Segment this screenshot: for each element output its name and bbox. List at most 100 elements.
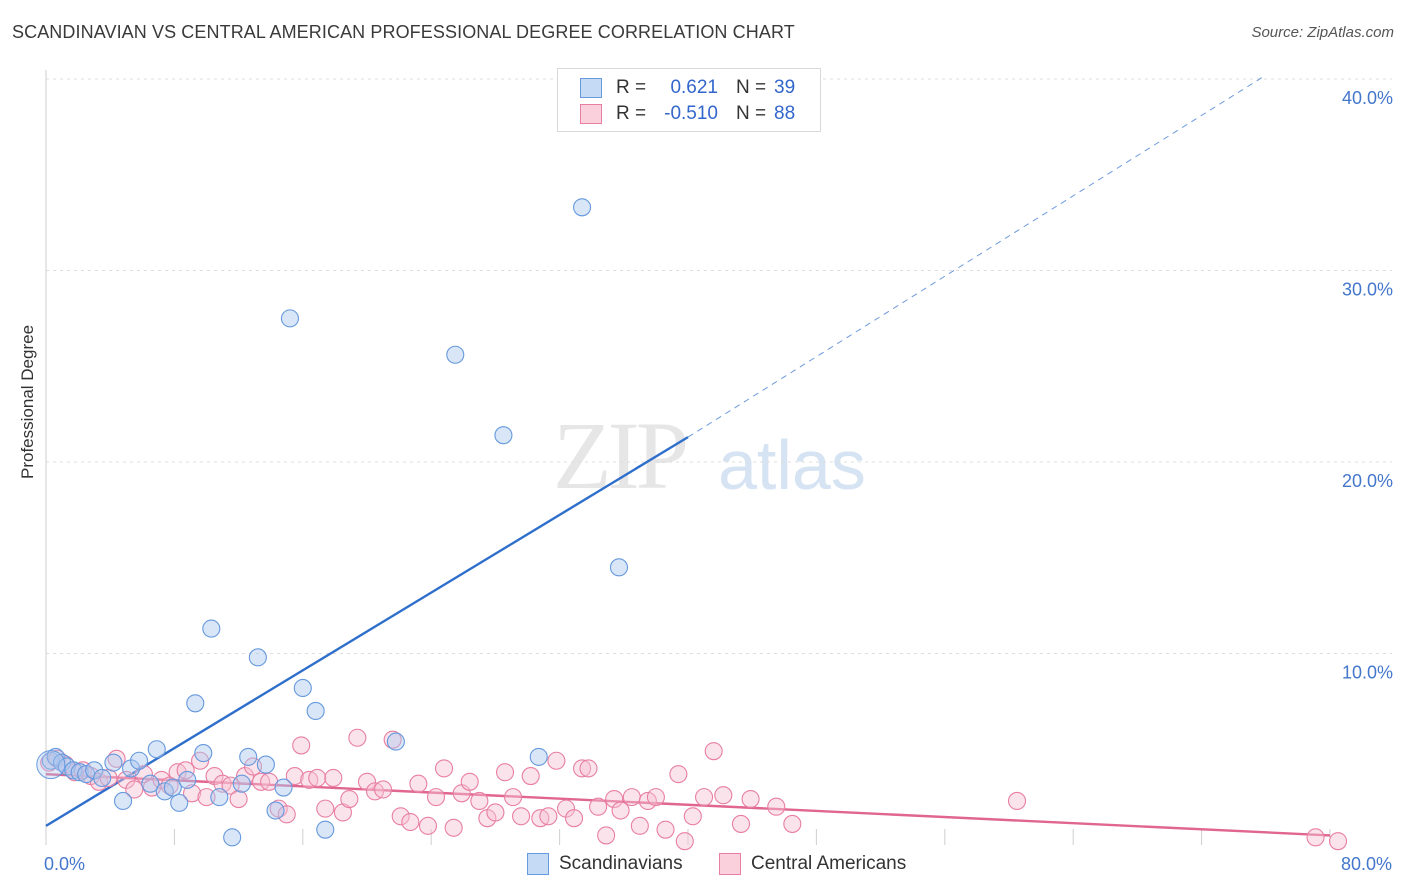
scandinavian-point [147, 740, 166, 759]
central-american-point [292, 736, 311, 755]
watermark-atlas: atlas [718, 426, 866, 504]
central-american-point [324, 768, 343, 788]
central-american-point [460, 772, 479, 791]
legend-n-value: 39 [774, 77, 796, 98]
scandinavian-point [239, 747, 258, 766]
central-american-point [646, 788, 665, 807]
central-american-point [1007, 791, 1027, 811]
scandinavian-cluster-point [36, 750, 66, 780]
watermark-zip: ZIP [553, 402, 689, 509]
central-american-point [731, 814, 751, 833]
scandinavian-point [163, 778, 182, 797]
central-american-point [605, 789, 624, 809]
bottom-legend-label-scandinavians: Scandinavians [559, 853, 683, 874]
x-tick-label-max: 80.0% [1341, 854, 1392, 874]
central-american-point [444, 818, 463, 837]
scandinavian-point [223, 828, 242, 847]
scandinavian-point [178, 770, 197, 789]
central-american-point [229, 789, 248, 809]
central-american-point [373, 780, 393, 799]
scandinavian-point [274, 778, 293, 797]
x-tick-label-min: 0.0% [44, 854, 85, 874]
scandinavian-point [170, 793, 189, 812]
scandinavian-point [70, 763, 89, 782]
scandinavian-point [210, 788, 229, 807]
central-american-point [1328, 832, 1348, 851]
central-american-point [409, 774, 428, 793]
bottom-legend-central-americans: Central Americans [719, 852, 906, 876]
central-american-point [495, 763, 515, 782]
scandinavian-point [293, 678, 312, 698]
central-american-point [348, 728, 367, 747]
scandinavian-point [256, 755, 275, 774]
central-american-point [564, 809, 584, 828]
y-tick-label: 20.0% [1342, 471, 1393, 491]
scandinavian-point [529, 747, 548, 766]
central-american-point [704, 742, 723, 761]
scandinavian-point [386, 732, 405, 751]
scandinavian-point [573, 198, 592, 217]
scandinavian-trend-line [45, 436, 689, 827]
central-american-point [521, 767, 540, 786]
central-american-point [539, 807, 558, 826]
legend-n-value: 88 [774, 103, 796, 124]
central-american-point [391, 807, 410, 826]
central-american-point [434, 759, 454, 778]
central-american-point [573, 759, 592, 778]
central-american-point [470, 791, 489, 811]
central-american-point [611, 801, 630, 820]
central-american-point [221, 776, 240, 795]
central-american-point [579, 759, 598, 778]
scandinavian-point [93, 768, 112, 788]
bottom-legend-label-central-americans: Central Americans [751, 853, 907, 874]
scandinavian-point [141, 774, 160, 793]
central-american-point [669, 765, 688, 784]
central-american-point [383, 730, 402, 749]
central-american-point [741, 789, 760, 809]
scandinavian-point [202, 619, 221, 638]
scandinavian-point [446, 345, 465, 364]
legend-n-label: N = [736, 77, 767, 98]
legend-r-value: 0.621 [670, 77, 718, 98]
central-american-point [683, 807, 702, 826]
central-american-point [176, 761, 195, 780]
central-american-point [160, 776, 179, 795]
central-american-point [197, 788, 216, 807]
central-american-point [512, 807, 531, 826]
central-american-point [183, 784, 202, 803]
scandinavian-point [306, 701, 325, 721]
central-american-point [622, 788, 641, 807]
scandinavian-point [194, 744, 213, 763]
trend-lines [45, 74, 1331, 837]
y-tick-label: 40.0% [1342, 88, 1393, 108]
central-american-point [656, 820, 675, 839]
central-american-point [630, 816, 649, 835]
tick-labels: 10.0% 20.0% 30.0% 40.0% 0.0% 80.0% [44, 88, 1393, 874]
data-points [36, 198, 1348, 851]
scandinavian-point [494, 426, 513, 445]
bottom-legend-scandinavians: Scandinavians [527, 852, 683, 876]
central-american-point [694, 788, 714, 807]
central-american-point [783, 814, 802, 833]
central-american-point [285, 767, 304, 786]
central-american-point [589, 797, 608, 816]
legend-r-value: -0.510 [664, 103, 718, 124]
scandinavian-point [113, 791, 133, 811]
central-american-point [597, 826, 616, 845]
scandinavian-trend-line-extension [687, 74, 1267, 438]
scandinavian-point [609, 558, 629, 577]
legend-swatch-scandinavians [580, 78, 602, 98]
legend-row-scandinavians: R = 0.621 N = 39 [580, 76, 795, 100]
y-tick-label: 10.0% [1342, 663, 1393, 683]
central-american-point [308, 768, 327, 788]
scandinavian-point [266, 801, 285, 820]
legend-swatch-central-americans [580, 104, 602, 124]
scandinavian-point [232, 774, 251, 793]
central-american-point [418, 816, 438, 835]
central-american-point [547, 751, 566, 770]
scandinavian-point [248, 648, 267, 667]
legend-box: R = 0.621 N = 39 R = -0.510 N = 88 [557, 68, 821, 132]
central-american-point [714, 786, 733, 805]
scandinavian-point [130, 751, 149, 770]
